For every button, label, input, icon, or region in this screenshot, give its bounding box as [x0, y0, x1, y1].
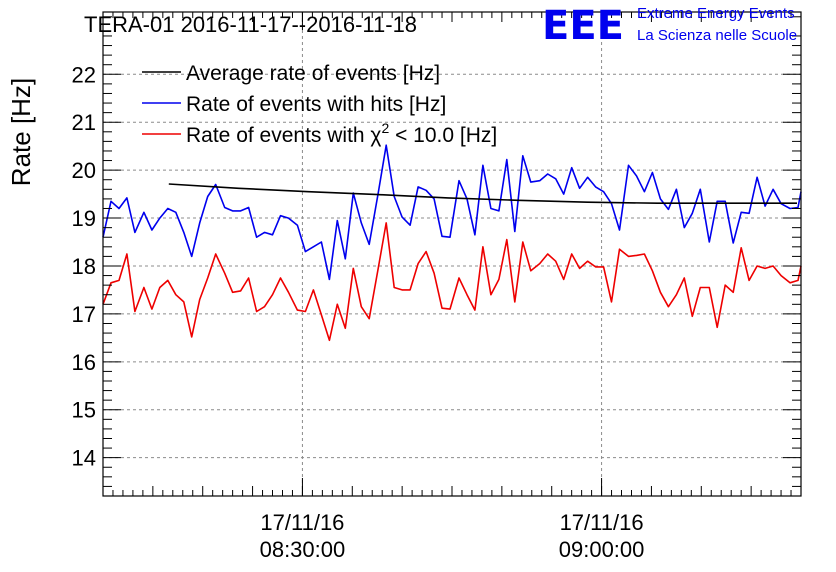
y-tick-label: 17	[72, 302, 96, 327]
y-tick-label: 19	[72, 206, 96, 231]
legend-label-hits: Rate of events with hits [Hz]	[186, 93, 446, 116]
eee-logo: EEE Extreme Energy Events La Scienza nel…	[542, 3, 797, 49]
x-tick-time-label: 08:30:00	[260, 537, 346, 562]
y-tick-label: 15	[72, 398, 96, 423]
logo-mark: EEE	[542, 3, 624, 49]
x-tick-date-label: 17/11/16	[560, 510, 644, 535]
x-tick-date-label: 17/11/16	[260, 510, 344, 535]
y-tick-label: 20	[72, 158, 96, 183]
logo-line-1: Extreme Energy Events	[637, 5, 795, 22]
y-tick-label: 16	[72, 350, 96, 375]
series-line-2	[102, 222, 802, 342]
y-tick-label: 21	[72, 110, 96, 135]
logo-line-2: La Scienza nelle Scuole	[637, 27, 797, 44]
legend-label-average: Average rate of events [Hz]	[186, 62, 440, 85]
y-tick-label: 22	[72, 62, 96, 87]
y-tick-label: 18	[72, 254, 96, 279]
y-tick-label: 14	[72, 446, 96, 471]
series-layer	[102, 144, 802, 342]
grid	[103, 12, 801, 496]
y-ticks: 14 15 16 17 18 19 20 21 22	[72, 16, 801, 497]
legend-label-chi2: Rate of events with χ2 < 10.0 [Hz]	[186, 120, 497, 147]
chart-title: TERA-01 2016-11-17--2016-11-18	[84, 12, 417, 37]
y-axis-label: Rate [Hz]	[6, 78, 36, 186]
x-tick-time-label: 09:00:00	[559, 537, 645, 562]
series-line-0	[168, 183, 797, 204]
series-line-1	[102, 144, 802, 281]
legend: Average rate of events [Hz] Rate of even…	[142, 62, 497, 147]
